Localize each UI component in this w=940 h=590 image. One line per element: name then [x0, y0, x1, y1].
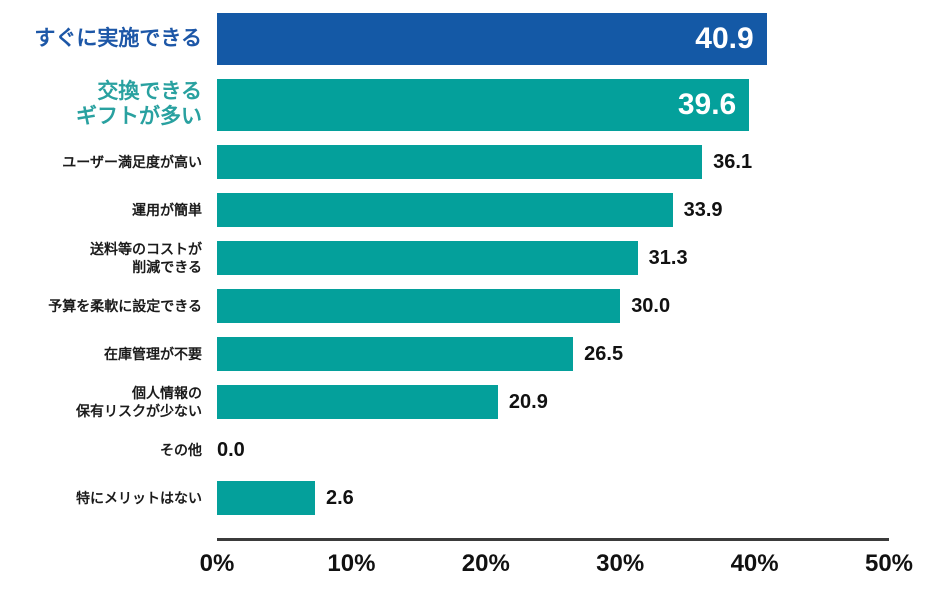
bar-value: 36.1 [713, 150, 753, 173]
bar-label: 交換できる ギフトが多い [76, 80, 202, 128]
bar-plot-area: 33.9 [217, 193, 940, 227]
axis-tick-label: 30% [596, 550, 645, 577]
bar-value: 0.0 [217, 438, 245, 461]
bar-label: その他 [160, 441, 202, 458]
bar-row: 個人情報の 保有リスクが少ない 20.9 [0, 385, 940, 419]
x-axis: 0% 10% 20% 30% 40% 50% [200, 538, 913, 578]
bar-label: 予算を柔軟に設定できる [48, 297, 202, 314]
axis-tick-label: 0% [199, 550, 235, 577]
x-axis-line [217, 538, 889, 541]
bar: 40.9 [217, 13, 767, 65]
bar-label: 個人情報の 保有リスクが少ない [76, 384, 202, 419]
bar [217, 481, 315, 515]
bar-plot-area: 0.0 [217, 433, 940, 467]
axis-tick-label: 10% [327, 550, 376, 577]
bar-row: その他 0.0 [0, 433, 940, 467]
bar-label: ユーザー満足度が高い [62, 153, 202, 170]
x-axis-ticks: 0% 10% 20% 30% 40% 50% [200, 550, 913, 578]
bar-plot-area: 39.6 [217, 79, 940, 131]
bar-plot-area: 20.9 [217, 385, 940, 419]
bar-plot-area: 40.9 [217, 13, 940, 65]
bar [217, 241, 638, 275]
bar-plot-area: 30.0 [217, 289, 940, 323]
bar-plot-area: 26.5 [217, 337, 940, 371]
bar-row: 送料等のコストが 削減できる 31.3 [0, 241, 940, 275]
bar-label: 送料等のコストが 削減できる [90, 240, 202, 275]
axis-tick-label: 20% [461, 550, 510, 577]
bar [217, 385, 498, 419]
bar-row: 交換できる ギフトが多い 39.6 [0, 79, 940, 131]
bar-label: 運用が簡単 [132, 201, 202, 218]
bar-row: 在庫管理が不要 26.5 [0, 337, 940, 371]
bar-plot-area: 31.3 [217, 241, 940, 275]
bar-value: 39.6 [677, 88, 737, 121]
bar-value: 33.9 [683, 198, 723, 221]
bar-rows: すぐに実施できる 40.9 交換できる ギフトが多い 39.6 ユーザー満足度が高… [0, 13, 940, 515]
bar-label: 在庫管理が不要 [104, 345, 202, 362]
bar-plot-area: 36.1 [217, 145, 940, 179]
bar [217, 337, 574, 371]
bar-label: すぐに実施できる [34, 26, 202, 50]
bar-value: 31.3 [648, 246, 688, 269]
bar-value: 40.9 [695, 22, 754, 55]
axis-tick-label: 50% [864, 550, 914, 577]
bar-row: すぐに実施できる 40.9 [0, 13, 940, 65]
bar [217, 193, 673, 227]
bar-row: ユーザー満足度が高い 36.1 [0, 145, 940, 179]
bar-plot-area: 2.6 [217, 481, 940, 515]
bar [217, 145, 703, 179]
bar-label: 特にメリットはない [76, 489, 202, 506]
bar-value: 30.0 [631, 294, 671, 317]
bar [217, 289, 621, 323]
bar-row: 運用が簡単 33.9 [0, 193, 940, 227]
bar-value: 26.5 [584, 342, 624, 365]
bar-row: 特にメリットはない 2.6 [0, 481, 940, 515]
bar-row: 予算を柔軟に設定できる 30.0 [0, 289, 940, 323]
bar-value: 2.6 [326, 486, 354, 509]
bar-value: 20.9 [508, 390, 548, 413]
bar: 39.6 [217, 79, 750, 131]
axis-tick-label: 40% [730, 550, 779, 577]
